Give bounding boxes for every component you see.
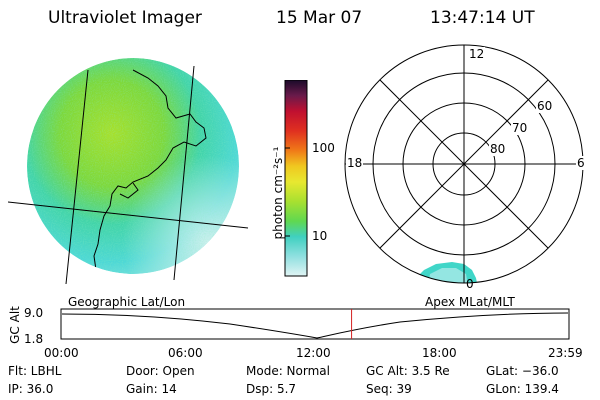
geographic-uv-image	[8, 58, 249, 285]
gc-alt-tick-max: 9.0	[24, 306, 44, 320]
gc-alt-tick-min: 1.8	[24, 332, 44, 346]
date-display: 15 Mar 07	[276, 8, 363, 28]
x-tick-2359: 23:59	[548, 346, 583, 360]
geographic-coord-label: Geographic Lat/Lon	[68, 295, 186, 309]
gc-altitude-timeline	[60, 308, 570, 340]
gain-info: Gain: 14	[126, 382, 177, 396]
colorbar-unit-label: photon cm⁻²s⁻¹	[271, 146, 285, 240]
x-tick-0600: 06:00	[168, 346, 203, 360]
lat-label-60: 60	[536, 99, 554, 113]
apex-coord-label: Apex MLat/MLT	[425, 295, 515, 309]
lat-label-80: 80	[489, 142, 507, 156]
app-title: Ultraviolet Imager	[48, 8, 202, 28]
door-info: Door: Open	[126, 364, 195, 378]
lat-label-70: 70	[511, 121, 529, 135]
glat-info: GLat: −36.0	[486, 364, 559, 378]
colorbar-tick-10: 10	[312, 229, 328, 243]
mlt-label-12: 12	[468, 47, 486, 61]
mlt-label-0: 0	[466, 277, 474, 291]
apex-polar-plot	[344, 44, 584, 284]
filter-info: Flt: LBHL	[8, 364, 62, 378]
colorbar-tick-100: 100	[312, 141, 335, 155]
gc-alt-axis-label: GC Alt	[8, 306, 22, 344]
glon-info: GLon: 139.4	[486, 382, 559, 396]
mode-info: Mode: Normal	[246, 364, 330, 378]
mlt-label-18: 18	[346, 156, 364, 170]
time-display: 13:47:14 UT	[430, 8, 535, 28]
x-tick-1200: 12:00	[296, 346, 331, 360]
mlt-label-6: 6	[576, 156, 586, 170]
x-tick-1800: 18:00	[422, 346, 457, 360]
dsp-info: Dsp: 5.7	[246, 382, 297, 396]
seq-info: Seq: 39	[366, 382, 412, 396]
intensity-colorbar	[284, 80, 308, 277]
ip-info: IP: 36.0	[8, 382, 54, 396]
gc-alt-info: GC Alt: 3.5 Re	[366, 364, 450, 378]
x-tick-0000: 00:00	[44, 346, 79, 360]
